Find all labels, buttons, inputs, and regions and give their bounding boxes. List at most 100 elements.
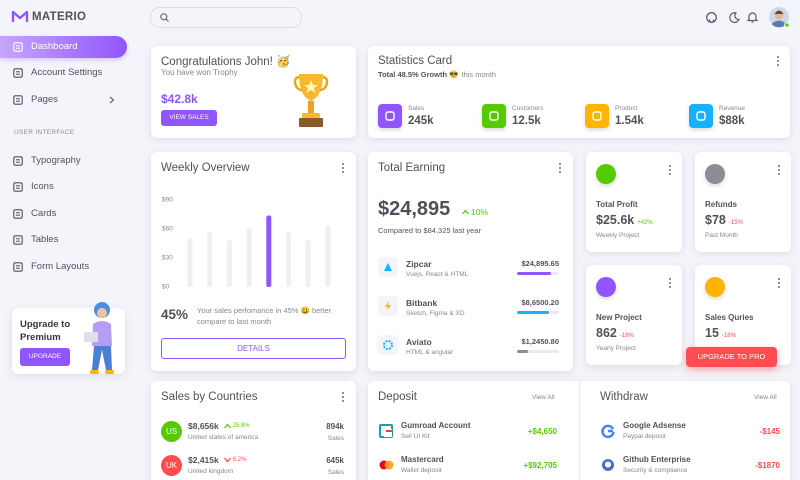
company-glyph-shape — [384, 263, 392, 271]
nav-icon-shape — [13, 262, 23, 272]
transaction-subtitle: Wallet deposit — [401, 467, 442, 474]
transaction-name: Mastercard — [401, 455, 444, 464]
country-sales: 894k — [326, 422, 344, 431]
menu-dot — [778, 173, 781, 176]
search-icon — [160, 13, 169, 22]
nav-item[interactable]: Typography — [31, 155, 81, 166]
stat-card-icon — [596, 277, 616, 297]
trophy-illustration-shape — [302, 113, 320, 118]
stat-card-title: Sales Quries — [705, 313, 754, 322]
company-glyph-shape — [383, 340, 393, 350]
more-menu[interactable] — [776, 56, 780, 67]
transaction-name: Github Enterprise — [623, 455, 691, 464]
congrats-amount: $42.8k — [161, 92, 198, 106]
company-logo — [378, 335, 398, 355]
stat-glyph-shape — [592, 111, 602, 121]
card-title: Statistics Card — [378, 55, 453, 67]
trend-arrow-shape — [223, 457, 231, 463]
upgrade-illustration — [84, 302, 114, 374]
upgrade-pro-button[interactable]: UPGRADE TO PRO — [686, 347, 777, 367]
view-all-link[interactable]: View All — [532, 394, 555, 401]
stat-card-subtitle: Yearly Project — [596, 345, 636, 352]
company-amount: $1,2450.80 — [521, 337, 559, 346]
transaction-logo — [602, 459, 614, 471]
y-tick-label: $30 — [162, 255, 173, 262]
menu-dot — [342, 171, 345, 174]
search-icon-shape — [160, 13, 168, 21]
upgrade-button[interactable]: UPGRADE — [20, 348, 70, 366]
menu-dot — [777, 56, 780, 59]
brand-logo-shape — [11, 10, 29, 22]
more-menu[interactable] — [668, 165, 672, 176]
stat-card-subtitle: Weekly Project — [596, 232, 640, 239]
details-button[interactable]: DETAILS — [161, 338, 346, 359]
bar — [325, 225, 331, 287]
card-subtitle: You have won Trophy — [161, 68, 238, 77]
stat-card: Total Profit $25.6k +42% Weekly Project — [586, 152, 682, 252]
stat-card-change: -15% — [728, 220, 743, 226]
transaction-amount: +$4,650 — [527, 427, 557, 436]
progress-bar — [517, 272, 551, 275]
more-menu[interactable] — [341, 392, 345, 403]
nav-item[interactable]: Tables — [31, 234, 59, 245]
more-menu[interactable] — [777, 165, 781, 176]
nav-icon — [13, 95, 23, 105]
github-icon-shape — [709, 19, 714, 22]
bar — [246, 228, 252, 287]
user-avatar — [769, 7, 790, 28]
country-amount-line: $2,415k 6.2% — [188, 455, 246, 465]
search-icon-shape — [165, 18, 169, 22]
nav-item[interactable]: Icons — [31, 181, 54, 192]
nav-item[interactable]: Dashboard — [31, 41, 78, 52]
upgrade-illustration-shape — [92, 346, 112, 370]
total-earning-card: Total Earning $24,895 10% Compared to $84,3… — [368, 152, 573, 371]
nav-item[interactable]: Form Layouts — [31, 261, 90, 272]
more-menu[interactable] — [668, 278, 672, 289]
country-sales-label: Sales — [327, 469, 344, 476]
stat-glyph — [696, 111, 706, 121]
stat-value: $88k — [719, 115, 745, 127]
more-menu[interactable] — [341, 163, 345, 174]
stat-card-icon — [596, 164, 616, 184]
menu-dot — [669, 278, 672, 281]
stat-card-title: New Project — [596, 313, 642, 322]
stat-card-title: Total Profit — [596, 200, 638, 209]
earning-amount: $24,895 — [378, 198, 451, 220]
card-title: Total Earning — [378, 162, 446, 174]
view-all-link[interactable]: View All — [754, 394, 777, 401]
trophy-illustration-shape — [308, 101, 314, 113]
view-sales-button[interactable]: VIEW SALES — [161, 110, 217, 126]
country-change: 25.8% — [232, 423, 250, 429]
nav-icon — [13, 182, 23, 192]
stat-glyph — [592, 111, 602, 121]
menu-dot — [778, 278, 781, 281]
nav-item[interactable]: Account Settings — [31, 67, 103, 78]
stat-glyph — [489, 111, 499, 121]
deposit-withdraw-card: Deposit View All Gumroad Account Sell UI Ki… — [368, 381, 790, 480]
search-box[interactable] — [150, 7, 302, 28]
progress-track — [517, 350, 559, 353]
more-menu[interactable] — [558, 163, 562, 174]
more-menu[interactable] — [777, 278, 781, 289]
country-badge: UK — [161, 455, 182, 476]
nav-icon-shape — [13, 235, 23, 245]
transaction-logo — [601, 424, 615, 439]
user-avatar-shape — [784, 22, 790, 28]
active-nav-pill — [0, 36, 127, 58]
brand-logo — [11, 10, 29, 22]
nav-icon — [13, 235, 23, 245]
menu-dot — [669, 286, 672, 289]
menu-dot — [559, 167, 562, 170]
stat-icon — [482, 104, 506, 128]
transaction-subtitle: Paypal deposit — [623, 433, 666, 440]
transaction-subtitle: Sell UI Kit — [401, 433, 430, 440]
chevron-icon — [109, 96, 115, 104]
menu-dot — [669, 165, 672, 168]
chevron-icon-shape — [109, 96, 115, 104]
stat-label: Sales — [408, 105, 425, 112]
nav-icon — [13, 156, 23, 166]
transaction-subtitle: Security & compliance — [623, 467, 688, 474]
nav-item[interactable]: Pages — [31, 94, 58, 105]
transaction-name: Gumroad Account — [401, 421, 471, 430]
nav-item[interactable]: Cards — [31, 208, 57, 219]
